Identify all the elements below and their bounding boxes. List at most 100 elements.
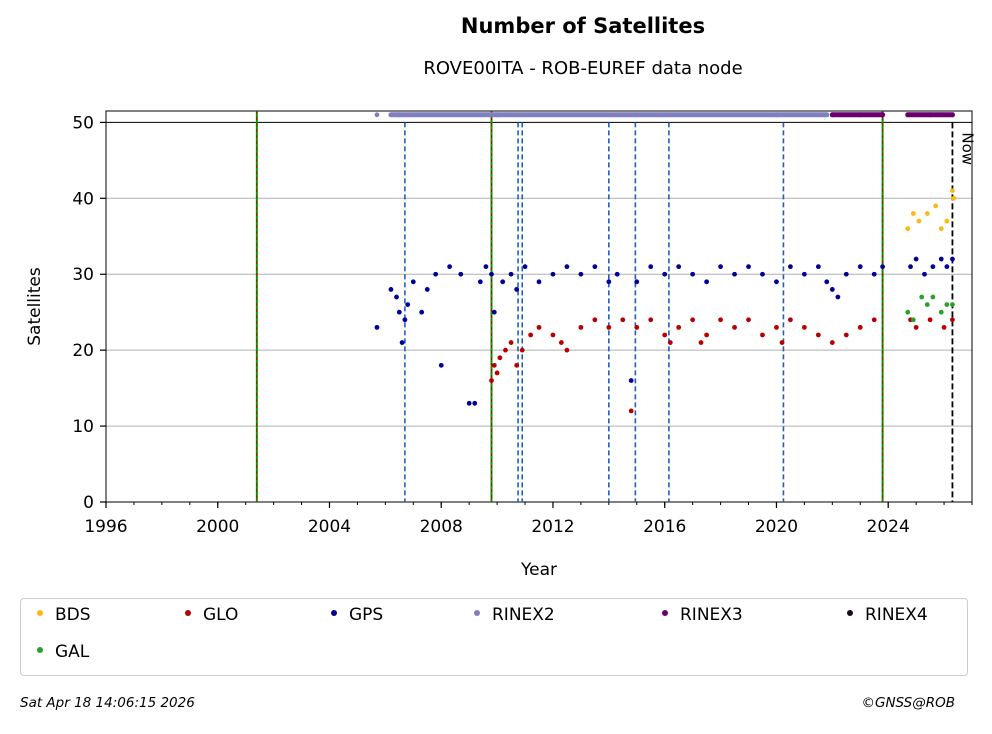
point-gps bbox=[483, 264, 489, 270]
point-glo bbox=[871, 317, 877, 323]
credit: ©GNSS@ROB bbox=[861, 695, 956, 711]
point-glo bbox=[927, 317, 933, 323]
plot-frame bbox=[105, 110, 973, 503]
point-gps bbox=[648, 264, 654, 270]
point-gps bbox=[835, 294, 841, 300]
point-gps bbox=[913, 256, 919, 262]
legend-item-bds: BDS bbox=[37, 605, 91, 625]
point-glo bbox=[950, 317, 955, 323]
point-glo bbox=[829, 340, 835, 345]
x-tick-label: 2020 bbox=[755, 517, 798, 537]
point-glo bbox=[491, 362, 497, 368]
point-glo bbox=[606, 324, 612, 330]
point-gps bbox=[399, 340, 405, 345]
point-gal bbox=[950, 302, 955, 308]
point-glo bbox=[718, 317, 723, 323]
point-bds bbox=[910, 211, 916, 216]
legend-marker-rinex2 bbox=[474, 610, 480, 616]
y-tick-label: 0 bbox=[83, 493, 94, 513]
point-gps bbox=[514, 287, 520, 292]
point-gps bbox=[433, 271, 439, 277]
legend-label-bds: BDS bbox=[55, 605, 91, 625]
point-gps bbox=[824, 279, 830, 285]
legend: BDS GLO GPS RINEX2 RINEX3 RINEX4 GAL bbox=[20, 598, 968, 676]
point-gps bbox=[930, 264, 936, 270]
point-glo bbox=[558, 340, 564, 345]
point-gps bbox=[746, 264, 751, 270]
point-gps bbox=[871, 271, 877, 277]
x-axis-label: Year bbox=[520, 560, 557, 580]
legend-item-glo: GLO bbox=[185, 605, 238, 625]
point-glo bbox=[634, 324, 640, 330]
point-gps bbox=[388, 287, 394, 292]
point-gps bbox=[491, 309, 497, 315]
point-gps bbox=[564, 264, 570, 270]
legend-label-gps: GPS bbox=[349, 605, 384, 625]
x-tick-label: 2000 bbox=[196, 517, 239, 537]
point-glo bbox=[815, 332, 821, 338]
legend-label-glo: GLO bbox=[203, 605, 239, 625]
point-bds bbox=[916, 218, 922, 224]
point-gps bbox=[405, 302, 411, 308]
point-gps bbox=[578, 271, 584, 277]
point-glo bbox=[843, 332, 849, 338]
legend-marker-glo bbox=[185, 610, 191, 616]
point-gps bbox=[477, 279, 483, 285]
point-gal bbox=[924, 302, 930, 308]
point-gps bbox=[815, 264, 821, 270]
point-glo bbox=[676, 324, 682, 330]
point-glo bbox=[788, 317, 793, 323]
x-tick-label: 2004 bbox=[308, 517, 351, 537]
point-gps bbox=[634, 279, 640, 285]
point-gps bbox=[880, 264, 886, 270]
point-bds bbox=[951, 195, 957, 201]
point-glo bbox=[508, 340, 514, 345]
point-glo bbox=[648, 317, 654, 323]
point-glo bbox=[667, 340, 673, 345]
point-gps bbox=[843, 271, 849, 277]
x-tick-label: 2024 bbox=[867, 517, 910, 537]
point-bds bbox=[933, 203, 939, 209]
point-glo bbox=[564, 347, 570, 353]
point-glo bbox=[698, 340, 704, 345]
legend-label-gal: GAL bbox=[55, 642, 90, 662]
point-glo bbox=[801, 324, 807, 330]
y-tick-label: 30 bbox=[72, 265, 94, 285]
point-glo bbox=[732, 324, 737, 330]
point-glo bbox=[578, 324, 584, 330]
point-gps bbox=[419, 309, 425, 315]
legend-item-rinex3: RINEX3 bbox=[662, 605, 743, 625]
point-glo bbox=[628, 408, 634, 414]
point-gps bbox=[394, 294, 399, 300]
point-gps bbox=[774, 279, 779, 285]
legend-item-rinex2: RINEX2 bbox=[474, 605, 555, 625]
point-gps bbox=[402, 317, 408, 323]
point-gps bbox=[410, 279, 416, 285]
point-gps bbox=[458, 271, 464, 277]
point-gps bbox=[938, 256, 944, 262]
point-glo bbox=[550, 332, 556, 338]
legend-item-gps: GPS bbox=[331, 605, 383, 625]
x-tick-label: 1996 bbox=[84, 517, 127, 537]
x-tick-label: 2008 bbox=[420, 517, 463, 537]
legend-item-gal: GAL bbox=[37, 642, 89, 662]
point-bds bbox=[950, 188, 955, 194]
point-glo bbox=[690, 317, 696, 323]
point-glo bbox=[779, 340, 785, 345]
point-glo bbox=[941, 324, 947, 330]
point-gps bbox=[447, 264, 453, 270]
point-gps bbox=[788, 264, 793, 270]
point-glo bbox=[913, 324, 919, 330]
point-gps bbox=[424, 287, 430, 292]
x-tick-label: 2016 bbox=[643, 517, 686, 537]
point-gps bbox=[489, 271, 494, 277]
point-gps bbox=[628, 378, 634, 383]
y-axis-label: Satellites bbox=[25, 267, 45, 346]
point-gal bbox=[938, 309, 944, 315]
point-glo bbox=[704, 332, 710, 338]
point-gps bbox=[950, 256, 955, 262]
point-glo bbox=[514, 362, 520, 368]
point-gps bbox=[718, 264, 723, 270]
point-glo bbox=[494, 370, 500, 376]
legend-label-rinex2: RINEX2 bbox=[492, 605, 555, 625]
